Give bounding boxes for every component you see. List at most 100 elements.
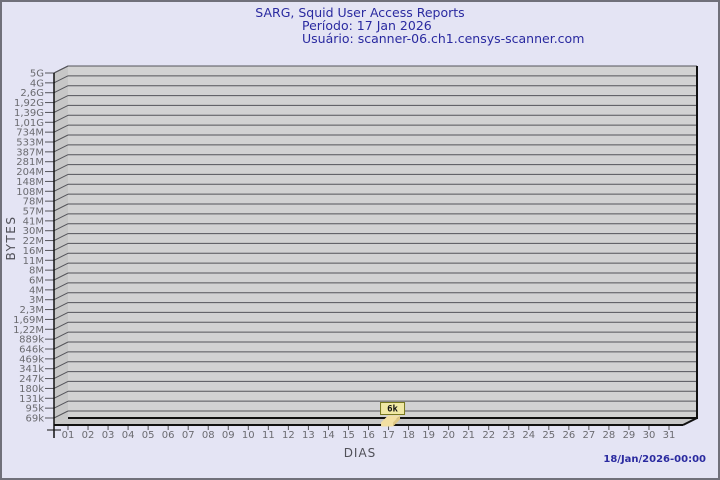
chart-plot-area bbox=[68, 66, 697, 418]
x-tick-label: 26 bbox=[562, 430, 575, 441]
x-tick-label: 11 bbox=[262, 430, 275, 441]
x-tick-label: 21 bbox=[462, 430, 475, 441]
x-tick-label: 20 bbox=[442, 430, 455, 441]
wall-gridline bbox=[53, 173, 69, 182]
y-tick-label: 341k bbox=[19, 364, 44, 375]
y-tick-label: 247k bbox=[19, 374, 44, 385]
wall-gridline bbox=[53, 104, 69, 113]
wall-gridline bbox=[53, 124, 69, 133]
wall-gridline bbox=[53, 282, 69, 291]
wall-gridline bbox=[53, 193, 69, 202]
wall-gridline bbox=[53, 262, 69, 271]
x-tick-label: 08 bbox=[202, 430, 215, 441]
x-tick-label: 30 bbox=[643, 430, 656, 441]
x-tick-label: 15 bbox=[342, 430, 355, 441]
wall-gridline bbox=[53, 390, 69, 399]
chart-floor bbox=[54, 418, 697, 425]
y-tick-label: 1,22M bbox=[13, 325, 44, 336]
x-tick-label: 22 bbox=[482, 430, 495, 441]
wall-gridline bbox=[53, 302, 69, 311]
y-tick-label: 4M bbox=[29, 285, 44, 296]
x-tick-label: 19 bbox=[422, 430, 435, 441]
y-tick-label: 78M bbox=[23, 197, 44, 208]
x-tick-label: 01 bbox=[62, 430, 75, 441]
wall-gridline bbox=[53, 272, 69, 281]
wall-gridline bbox=[53, 410, 69, 419]
wall-gridline bbox=[53, 400, 69, 409]
generation-timestamp: 18/Jan/2026-00:00 bbox=[603, 454, 706, 465]
y-tick-label: 57M bbox=[23, 207, 44, 218]
wall-gridline bbox=[53, 361, 69, 370]
bar-side-face bbox=[393, 415, 401, 427]
y-tick-label: 131k bbox=[19, 394, 44, 405]
wall-gridline bbox=[53, 371, 69, 380]
y-tick-label: 1,92G bbox=[14, 98, 44, 109]
bar-value-label: 6k bbox=[387, 405, 398, 415]
y-axis-title: BYTES bbox=[4, 215, 18, 261]
x-tick-label: 27 bbox=[582, 430, 595, 441]
y-tick-label: 95k bbox=[25, 404, 44, 415]
x-tick-label: 12 bbox=[282, 430, 295, 441]
y-tick-label: 5G bbox=[30, 69, 44, 80]
wall-gridline bbox=[53, 311, 69, 320]
wall-gridline bbox=[53, 114, 69, 123]
y-tick-label: 69k bbox=[25, 414, 44, 425]
x-tick-label: 02 bbox=[82, 430, 95, 441]
x-tick-label: 04 bbox=[122, 430, 135, 441]
page-title: SARG, Squid User Access Reports bbox=[255, 5, 465, 20]
y-tick-label: 646k bbox=[19, 345, 44, 356]
report-period: Período: 17 Jan 2026 bbox=[302, 18, 432, 33]
y-tick-label: 2,6G bbox=[20, 88, 44, 99]
x-tick-label: 09 bbox=[222, 430, 235, 441]
wall-top-edge bbox=[53, 65, 69, 74]
bar-value-callout bbox=[380, 402, 406, 415]
x-tick-label: 13 bbox=[302, 430, 315, 441]
x-tick-label: 18 bbox=[402, 430, 415, 441]
x-tick-label: 06 bbox=[162, 430, 175, 441]
wall-gridline bbox=[53, 95, 69, 104]
x-tick-label: 03 bbox=[102, 430, 115, 441]
y-tick-label: 148M bbox=[16, 177, 44, 188]
x-tick-label: 24 bbox=[522, 430, 535, 441]
x-tick-label: 31 bbox=[663, 430, 676, 441]
wall-gridline bbox=[53, 134, 69, 143]
wall-gridline bbox=[53, 183, 69, 192]
y-tick-label: 204M bbox=[16, 167, 44, 178]
floor-corner-edge bbox=[682, 417, 698, 426]
y-tick-label: 16M bbox=[23, 246, 44, 257]
y-tick-label: 1,39G bbox=[14, 108, 44, 119]
y-tick-label: 533M bbox=[16, 138, 44, 149]
report-user: Usuário: scanner-06.ch1.censys-scanner.c… bbox=[302, 31, 585, 46]
x-tick-label: 17 bbox=[382, 430, 395, 441]
wall-gridline bbox=[53, 233, 69, 242]
x-axis-title: DIAS bbox=[343, 446, 377, 460]
wall-gridline bbox=[53, 292, 69, 301]
wall-gridline bbox=[53, 252, 69, 261]
y-tick-label: 281M bbox=[16, 157, 44, 168]
chart-left-wall bbox=[54, 66, 68, 425]
y-tick-label: 387M bbox=[16, 147, 44, 158]
wall-gridline bbox=[53, 213, 69, 222]
bar-top-face bbox=[381, 415, 401, 423]
y-tick-label: 3M bbox=[29, 295, 44, 306]
x-tick-label: 29 bbox=[623, 430, 636, 441]
y-tick-label: 1,69M bbox=[13, 315, 44, 326]
y-tick-label: 30M bbox=[23, 226, 44, 237]
y-tick-label: 22M bbox=[23, 236, 44, 247]
x-tick-label: 05 bbox=[142, 430, 155, 441]
y-tick-label: 6M bbox=[29, 276, 44, 287]
y-tick-label: 4G bbox=[30, 78, 44, 89]
x-tick-label: 16 bbox=[362, 430, 375, 441]
x-tick-label: 25 bbox=[542, 430, 555, 441]
y-tick-label: 180k bbox=[19, 384, 44, 395]
y-tick-label: 108M bbox=[16, 187, 44, 198]
x-tick-label: 23 bbox=[502, 430, 515, 441]
wall-gridline bbox=[53, 75, 69, 84]
wall-gridline bbox=[53, 341, 69, 350]
y-tick-label: 41M bbox=[23, 216, 44, 227]
wall-gridline bbox=[53, 85, 69, 94]
x-tick-label: 14 bbox=[322, 430, 335, 441]
y-tick-label: 734M bbox=[16, 128, 44, 139]
y-tick-label: 8M bbox=[29, 266, 44, 277]
